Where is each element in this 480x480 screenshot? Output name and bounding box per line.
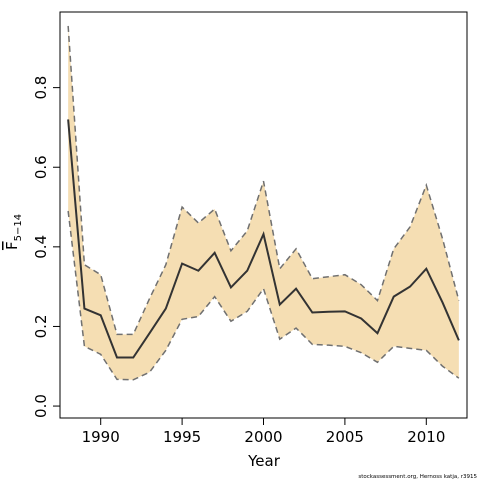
x-tick-label: 1990 [82, 428, 120, 446]
estimate-line [67, 119, 460, 359]
x-tick-label: 1995 [163, 428, 201, 446]
svg-text:F5−14: F5−14 [3, 214, 24, 250]
y-tick-label: 0.6 [32, 155, 50, 179]
credit-text: stockassessment.org, Hernoss katja, r391… [358, 474, 477, 480]
y-axis-title-main: F [3, 241, 21, 250]
plot-area [67, 25, 460, 381]
x-tick-label: 2010 [407, 428, 445, 446]
x-axis-title: Year [247, 452, 281, 470]
y-tick-label: 0.4 [32, 235, 50, 259]
x-tick-label: 2000 [244, 428, 282, 446]
y-tick-label: 0.2 [32, 315, 50, 339]
lower-bound-line [67, 210, 460, 381]
y-axis-title: F5−14 [3, 214, 24, 250]
y-tick-label: 0.8 [32, 76, 50, 100]
upper-bound-line [67, 25, 460, 336]
y-tick-label: 0.0 [32, 394, 50, 418]
confidence-band [68, 25, 459, 380]
axes: 1990 1995 2000 2005 2010 0.0 0.2 0.4 0.6 0.8 [32, 76, 445, 446]
y-axis-title-subscript: 5−14 [13, 214, 24, 241]
x-tick-label: 2005 [326, 428, 364, 446]
